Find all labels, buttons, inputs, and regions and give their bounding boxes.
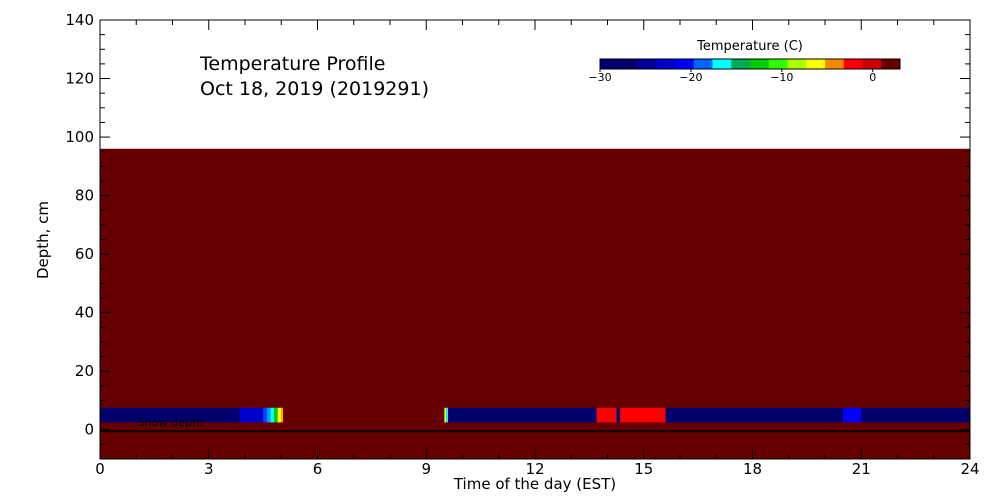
colorbar-swatch bbox=[806, 59, 826, 69]
colorbar-swatch bbox=[750, 59, 770, 69]
band-segment bbox=[843, 407, 862, 423]
y-tick-label: 140 bbox=[65, 11, 94, 29]
band-segment bbox=[270, 407, 274, 423]
band-segment bbox=[100, 407, 240, 423]
x-tick-label: 18 bbox=[743, 460, 762, 478]
colorbar-tick-label: −10 bbox=[770, 71, 793, 84]
y-tick-label: 40 bbox=[75, 304, 94, 322]
colorbar-swatch bbox=[825, 59, 845, 69]
colorbar-swatch bbox=[637, 59, 657, 69]
colorbar-swatch bbox=[787, 59, 807, 69]
band-segment bbox=[861, 407, 970, 423]
snow-depth-layer: Snow depth bbox=[100, 416, 970, 433]
colorbar: Temperature (C) −30 −20 −10 0 bbox=[588, 39, 901, 84]
temperature-field bbox=[100, 148, 970, 460]
x-tick-label: 9 bbox=[421, 460, 431, 478]
colorbar-tick-label: 0 bbox=[869, 71, 876, 84]
surface-band bbox=[100, 407, 970, 423]
colorbar-swatch bbox=[731, 59, 751, 69]
band-segment bbox=[281, 407, 284, 423]
band-segment bbox=[665, 407, 844, 423]
colorbar-tick-label: −20 bbox=[679, 71, 702, 84]
band-segment bbox=[266, 407, 271, 423]
y-tick-label: 80 bbox=[75, 187, 94, 205]
band-segment bbox=[444, 407, 447, 423]
y-tick-label: 20 bbox=[75, 362, 94, 380]
band-segment bbox=[596, 407, 617, 423]
colorbar-border bbox=[599, 58, 901, 70]
band-segment bbox=[263, 407, 267, 423]
x-tick-label: 0 bbox=[95, 460, 105, 478]
colorbar-swatch bbox=[693, 59, 713, 69]
band-segment bbox=[616, 407, 621, 423]
colorbar-swatch bbox=[862, 59, 882, 69]
band-segment bbox=[448, 407, 597, 423]
colorbar-swatch bbox=[843, 59, 863, 69]
axis-ticks bbox=[99, 19, 971, 460]
x-axis-title: Time of the day (EST) bbox=[453, 475, 616, 493]
band-segment bbox=[277, 407, 282, 423]
axis-tick-labels: 0 3 6 9 12 15 18 21 24 0 20 40 60 80 100 120 140 bbox=[65, 11, 979, 478]
colorbar-swatch bbox=[768, 59, 788, 69]
chart-title-line2: Oct 18, 2019 (2019291) bbox=[200, 78, 429, 100]
band-segment bbox=[446, 407, 448, 423]
y-tick-label: 100 bbox=[65, 128, 94, 146]
x-tick-label: 12 bbox=[525, 460, 544, 478]
band-segment bbox=[274, 407, 278, 423]
colorbar-tick-label: −30 bbox=[588, 71, 611, 84]
colorbar-swatch bbox=[712, 59, 732, 69]
y-tick-label: 120 bbox=[65, 70, 94, 88]
colorbar-swatch bbox=[600, 59, 620, 69]
chart-title-line1: Temperature Profile bbox=[199, 53, 385, 75]
x-tick-label: 15 bbox=[634, 460, 653, 478]
x-tick-label: 6 bbox=[313, 460, 323, 478]
colorbar-swatch bbox=[618, 59, 638, 69]
y-tick-label: 0 bbox=[84, 421, 94, 439]
colorbar-swatch bbox=[675, 59, 695, 69]
colorbar-title: Temperature (C) bbox=[696, 39, 803, 54]
band-segment bbox=[620, 407, 666, 423]
x-tick-label: 21 bbox=[852, 460, 871, 478]
colorbar-swatch bbox=[656, 59, 676, 69]
snow-depth-label: Snow depth bbox=[138, 416, 203, 429]
colorbar-swatch bbox=[881, 59, 901, 69]
x-tick-label: 3 bbox=[204, 460, 214, 478]
band-segment bbox=[239, 407, 264, 423]
heatmap-field bbox=[100, 148, 970, 460]
x-tick-label: 24 bbox=[960, 460, 979, 478]
y-tick-label: 60 bbox=[75, 245, 94, 263]
y-axis-title: Depth, cm bbox=[34, 201, 52, 279]
